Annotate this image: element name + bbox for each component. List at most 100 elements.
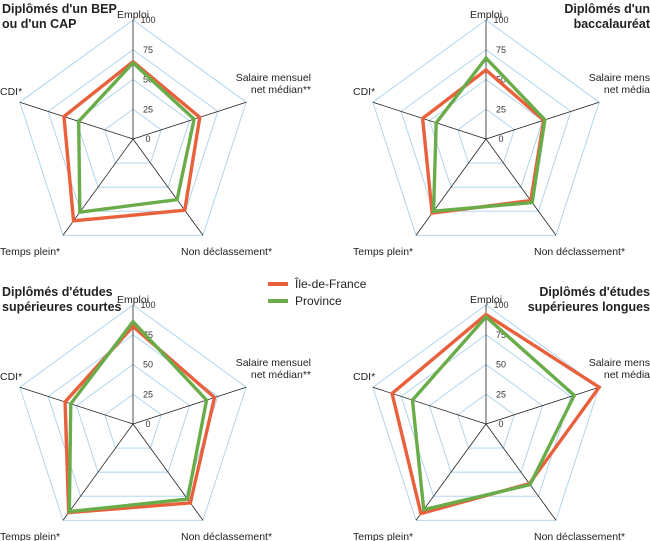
axis-label-line: Temps plein*	[353, 246, 413, 258]
axis-label-non-declassement: Non déclassement*	[534, 531, 625, 541]
chart-title-line: baccalauréat	[574, 17, 650, 31]
tick-label: 100	[140, 300, 155, 310]
tick-label: 50	[143, 360, 153, 370]
axis-label-line: CDI*	[0, 86, 22, 98]
axis-line	[19, 101, 134, 140]
axis-line	[19, 386, 134, 425]
grid-ring	[47, 49, 219, 212]
axis-label-temps-plein: Temps plein*	[353, 246, 413, 258]
legend-label-province: Province	[295, 293, 342, 308]
chart-title: Diplômés d'un baccalauréat	[564, 2, 650, 31]
series-ile-de-france	[420, 67, 546, 216]
series-province	[431, 55, 547, 214]
axis-label-line: Salaire mensuel	[236, 72, 311, 84]
axis-line	[372, 386, 487, 425]
chart-title-line: Diplômés d'un BEP	[2, 2, 117, 16]
axis-line	[485, 386, 600, 425]
grid-ring	[104, 393, 162, 449]
legend-label-ile-de-france: Île-de-France	[295, 276, 367, 291]
tick-label: 50	[496, 360, 506, 370]
axis-label-line: Temps plein*	[0, 531, 60, 541]
series-province	[410, 314, 577, 512]
axis-label-line: Emploi	[117, 294, 149, 306]
chart-title-line: Diplômés d'études	[2, 285, 113, 299]
grid-ring	[428, 78, 544, 188]
tick-label: 100	[493, 15, 508, 25]
chart-title: Diplômés d'études supérieures longues	[528, 285, 650, 314]
tick-label: 0	[498, 419, 503, 429]
chart-title-line: Diplômés d'un	[564, 2, 650, 16]
axis-label-emploi: Emploi	[470, 294, 502, 306]
axis-label-cdi: CDI*	[353, 371, 375, 383]
legend-item-ile-de-france: Île-de-France	[268, 275, 366, 292]
axis-label-line: CDI*	[0, 371, 22, 383]
axis-label-line: Non déclassement*	[181, 531, 272, 541]
axis-label-temps-plein: Temps plein*	[0, 531, 60, 541]
axis-label-cdi: CDI*	[0, 371, 22, 383]
axis-label-temps-plein: Temps plein*	[0, 246, 60, 258]
tick-label: 75	[496, 330, 506, 340]
grid-ring	[19, 19, 247, 236]
axis-label-line: net médian**	[604, 84, 650, 96]
axis-label-line: CDI*	[353, 86, 375, 98]
axis-line	[132, 138, 204, 236]
axis-label-line: Non déclassement*	[534, 246, 625, 258]
axis-line	[132, 101, 247, 140]
tick-label: 50	[143, 75, 153, 85]
tick-label: 0	[498, 134, 503, 144]
legend-swatch-province	[268, 298, 288, 303]
axis-label-line: Non déclassement*	[534, 531, 625, 541]
axis-label-line: Salaire mensuel	[236, 357, 311, 369]
axis-label-line: Temps plein*	[353, 531, 413, 541]
grid-ring	[104, 108, 162, 164]
tick-label: 75	[496, 45, 506, 55]
legend: Île-de-France Province	[268, 275, 366, 309]
axis-line	[62, 423, 134, 521]
axis-line	[485, 138, 557, 236]
axis-line	[132, 386, 247, 425]
grid-ring	[457, 108, 515, 164]
axis-label-non-declassement: Non déclassement*	[181, 531, 272, 541]
grid-ring	[75, 363, 191, 473]
grid-ring	[457, 393, 515, 449]
chart-title-line: supérieures courtes	[2, 300, 122, 314]
axis-label-line: net médian**	[604, 369, 650, 381]
axis-label-line: net médian**	[251, 84, 311, 96]
axis-label-emploi: Emploi	[470, 9, 502, 21]
tick-label: 100	[493, 300, 508, 310]
axis-label-cdi: CDI*	[0, 86, 22, 98]
series-province	[67, 319, 209, 514]
tick-label: 0	[145, 134, 150, 144]
tick-label: 100	[140, 15, 155, 25]
legend-swatch-ile-de-france	[268, 281, 288, 286]
axis-label-temps-plein: Temps plein*	[353, 531, 413, 541]
chart-title: Diplômés d'un BEP ou d'un CAP	[2, 2, 117, 31]
legend-item-province: Province	[268, 292, 366, 309]
axis-line	[372, 101, 487, 140]
axis-line	[415, 423, 487, 521]
axis-label-cdi: CDI*	[353, 86, 375, 98]
tick-label: 50	[496, 75, 506, 85]
tick-label: 25	[496, 104, 506, 114]
axis-label-line: Salaire mensuel	[589, 357, 650, 369]
tick-label: 0	[145, 419, 150, 429]
axis-label-line: Emploi	[470, 9, 502, 21]
tick-label: 25	[496, 389, 506, 399]
grid-ring	[428, 363, 544, 473]
chart-title-line: supérieures longues	[528, 300, 650, 314]
chart-title: Diplômés d'études supérieures courtes	[2, 285, 122, 314]
tick-label: 25	[143, 389, 153, 399]
axis-label-line: net médian**	[251, 369, 311, 381]
axis-label-non-declassement: Non déclassement*	[534, 246, 625, 258]
axis-label-line: Salaire mensuel	[589, 72, 650, 84]
grid-ring	[19, 304, 247, 521]
chart-title-line: Diplômés d'études	[539, 285, 650, 299]
chart-title-line: ou d'un CAP	[2, 17, 77, 31]
tick-label: 75	[143, 45, 153, 55]
